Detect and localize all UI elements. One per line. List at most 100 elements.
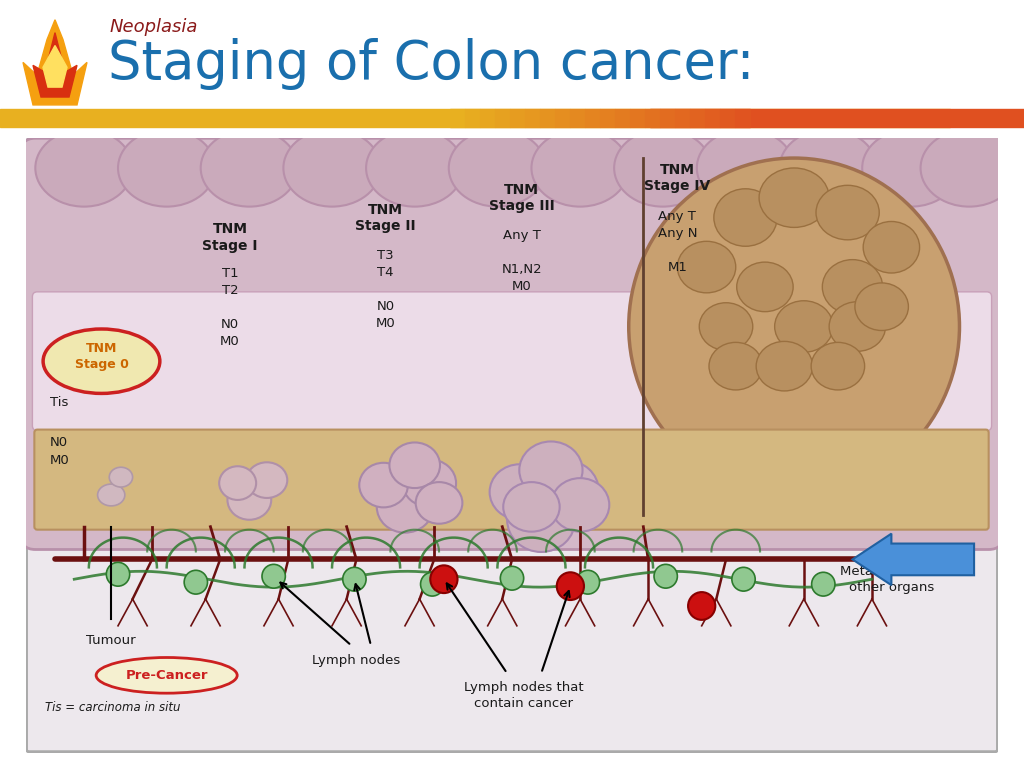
Ellipse shape — [756, 342, 813, 391]
Bar — [705, 109, 720, 127]
Bar — [465, 109, 480, 127]
Bar — [630, 109, 645, 127]
FancyArrow shape — [852, 534, 974, 585]
Ellipse shape — [367, 129, 463, 207]
Ellipse shape — [629, 158, 959, 495]
Ellipse shape — [284, 129, 381, 207]
Bar — [0, 109, 950, 127]
Circle shape — [262, 564, 286, 588]
Ellipse shape — [855, 283, 908, 330]
Ellipse shape — [96, 657, 238, 694]
Bar — [690, 109, 705, 127]
Ellipse shape — [829, 302, 886, 351]
Polygon shape — [43, 45, 67, 87]
Bar — [570, 109, 585, 127]
Text: T3
T4

N0
M0: T3 T4 N0 M0 — [376, 250, 395, 330]
Ellipse shape — [519, 442, 583, 499]
Text: Tis = carcinoma in situ: Tis = carcinoma in situ — [45, 701, 180, 714]
Ellipse shape — [97, 484, 125, 506]
Text: Tis: Tis — [50, 396, 69, 409]
Circle shape — [812, 572, 835, 596]
Bar — [450, 109, 465, 127]
Circle shape — [106, 562, 130, 586]
Ellipse shape — [35, 129, 133, 207]
Ellipse shape — [736, 262, 794, 312]
Ellipse shape — [389, 442, 440, 488]
Bar — [495, 109, 510, 127]
Ellipse shape — [43, 329, 160, 393]
Ellipse shape — [709, 343, 763, 390]
Text: TNM
Stage I: TNM Stage I — [202, 223, 258, 253]
Text: Lymph nodes: Lymph nodes — [312, 654, 400, 667]
Bar — [675, 109, 690, 127]
Ellipse shape — [531, 129, 629, 207]
Text: Tumour: Tumour — [86, 634, 136, 647]
Text: TNM
Stage III: TNM Stage III — [488, 183, 555, 213]
Text: TNM
Stage IV: TNM Stage IV — [644, 163, 711, 194]
Ellipse shape — [532, 460, 599, 520]
Bar — [585, 109, 600, 127]
Bar — [645, 109, 660, 127]
Circle shape — [343, 568, 367, 591]
Ellipse shape — [779, 129, 877, 207]
Circle shape — [501, 566, 523, 590]
Bar — [540, 109, 555, 127]
Ellipse shape — [219, 466, 256, 500]
Ellipse shape — [862, 129, 959, 207]
Circle shape — [421, 572, 444, 596]
Bar — [510, 109, 525, 127]
Ellipse shape — [247, 462, 288, 498]
Bar — [555, 109, 570, 127]
Ellipse shape — [227, 480, 271, 520]
Ellipse shape — [551, 478, 609, 531]
Bar — [600, 109, 615, 127]
Bar — [525, 109, 540, 127]
Ellipse shape — [402, 459, 456, 507]
Text: Any T

N1,N2
M0: Any T N1,N2 M0 — [502, 230, 542, 293]
Text: Any T
Any N

M1: Any T Any N M1 — [657, 210, 697, 273]
Ellipse shape — [489, 465, 550, 520]
Polygon shape — [23, 20, 87, 105]
Ellipse shape — [822, 260, 883, 314]
Circle shape — [688, 592, 716, 620]
Ellipse shape — [699, 303, 753, 350]
Ellipse shape — [811, 343, 864, 390]
Bar — [480, 109, 495, 127]
Circle shape — [732, 568, 755, 591]
Ellipse shape — [863, 221, 920, 273]
Text: TNM
Stage II: TNM Stage II — [355, 203, 416, 233]
FancyBboxPatch shape — [27, 139, 997, 752]
FancyBboxPatch shape — [20, 138, 1004, 549]
Ellipse shape — [696, 129, 795, 207]
Text: Pre-Cancer: Pre-Cancer — [125, 669, 208, 682]
Ellipse shape — [678, 241, 735, 293]
Ellipse shape — [449, 129, 546, 207]
Text: TNM
Stage 0: TNM Stage 0 — [75, 342, 128, 371]
Ellipse shape — [377, 481, 433, 533]
Ellipse shape — [416, 482, 463, 524]
Text: Metastasizes to
other organs: Metastasizes to other organs — [840, 564, 943, 594]
Bar — [735, 109, 750, 127]
Circle shape — [654, 564, 678, 588]
Bar — [650, 109, 1024, 127]
Circle shape — [430, 565, 458, 593]
Ellipse shape — [507, 488, 575, 552]
Ellipse shape — [201, 129, 298, 207]
FancyBboxPatch shape — [33, 292, 991, 431]
Ellipse shape — [359, 463, 408, 508]
Ellipse shape — [614, 129, 712, 207]
Ellipse shape — [110, 467, 133, 487]
Text: Staging of Colon cancer:: Staging of Colon cancer: — [108, 38, 755, 90]
Ellipse shape — [921, 129, 1018, 207]
Bar — [660, 109, 675, 127]
Ellipse shape — [118, 129, 215, 207]
Bar — [720, 109, 735, 127]
Ellipse shape — [774, 301, 834, 353]
Text: Neoplasia: Neoplasia — [110, 18, 199, 36]
Text: N0
M0: N0 M0 — [50, 435, 70, 466]
Text: Lymph nodes that
contain cancer: Lymph nodes that contain cancer — [464, 681, 584, 710]
Circle shape — [557, 572, 584, 600]
Circle shape — [184, 571, 208, 594]
Circle shape — [577, 571, 600, 594]
Text: T1
T2

N0
M0: T1 T2 N0 M0 — [220, 267, 240, 348]
